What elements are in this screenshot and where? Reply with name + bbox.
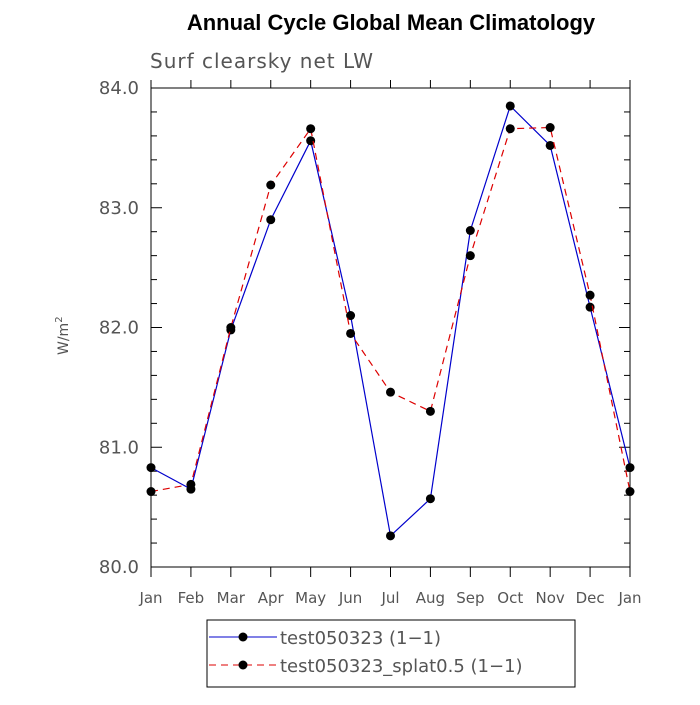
x-tick-label: Jun [338, 589, 362, 607]
x-tick-label: Apr [258, 589, 285, 607]
x-tick-label: Aug [416, 589, 445, 607]
data-point-series-2 [425, 406, 435, 416]
data-point-series-1 [545, 140, 555, 150]
legend: test050323 (1−1) test050323_splat0.5 (1−… [206, 619, 576, 688]
data-point-series-2 [146, 487, 156, 497]
x-tick-labels: Jan Feb Mar Apr May Jun Jul Aug Sep Oct Nov Dec Jan [138, 589, 641, 607]
series-2 [146, 123, 635, 497]
data-point-series-2 [266, 180, 276, 190]
series-line-1 [150, 104, 631, 538]
data-point-series-1 [346, 311, 356, 321]
data-point-series-2 [306, 124, 316, 134]
series-layer [146, 101, 635, 541]
series-line-2 [150, 126, 631, 493]
x-tick-label: Jul [380, 589, 399, 607]
x-tick-label: Jan [138, 589, 162, 607]
data-point-series-2 [386, 387, 395, 397]
data-point-series-2 [346, 328, 356, 338]
data-point-series-1 [146, 463, 156, 473]
x-tick-label: Feb [178, 589, 205, 607]
y-tick-label: 83.0 [99, 198, 139, 219]
y-tick-labels: 80.0 81.0 82.0 83.0 84.0 [99, 78, 139, 578]
data-point-series-1 [266, 215, 276, 225]
x-tick-label: Dec [576, 589, 605, 607]
data-point-series-2 [465, 251, 475, 261]
legend-entry-1-label: test050323 (1−1) [280, 628, 441, 649]
x-tick-label: Mar [217, 589, 246, 607]
data-point-series-1 [625, 463, 635, 473]
data-point-series-2 [186, 479, 196, 489]
legend-swatch-marker-1 [238, 632, 248, 642]
y-tick-label: 84.0 [99, 78, 139, 99]
data-point-series-2 [585, 290, 595, 300]
legend-swatch-marker-2 [238, 660, 248, 670]
data-point-series-2 [625, 487, 635, 497]
data-point-series-1 [505, 101, 515, 111]
data-point-series-2 [545, 123, 555, 133]
x-tick-label: Nov [536, 589, 565, 607]
data-point-series-1 [386, 531, 395, 541]
x-tick-label: May [295, 589, 326, 607]
y-tick-label: 80.0 [99, 557, 139, 578]
data-point-series-1 [585, 302, 595, 312]
legend-entry-2-label: test050323_splat0.5 (1−1) [280, 656, 523, 677]
y-tick-label: 81.0 [99, 437, 139, 458]
x-tick-label: Sep [456, 589, 484, 607]
y-axis-label-text: W/m [56, 323, 72, 355]
axis-ticks [150, 80, 631, 577]
data-point-series-1 [465, 226, 475, 236]
legend-box [206, 619, 576, 688]
chart-title: Annual Cycle Global Mean Climatology [187, 10, 596, 35]
y-tick-label: 82.0 [99, 318, 139, 339]
data-point-series-1 [425, 494, 435, 504]
x-tick-label: Jan [617, 589, 641, 607]
series-1 [146, 101, 635, 541]
y-axis-label-superscript: 2 [54, 316, 65, 322]
x-tick-label: Oct [497, 589, 523, 607]
data-point-series-2 [505, 124, 515, 134]
chart-subtitle: Surf clearsky net LW [150, 49, 374, 73]
y-axis-label: W/m2 [54, 316, 72, 355]
data-point-series-2 [226, 323, 236, 332]
